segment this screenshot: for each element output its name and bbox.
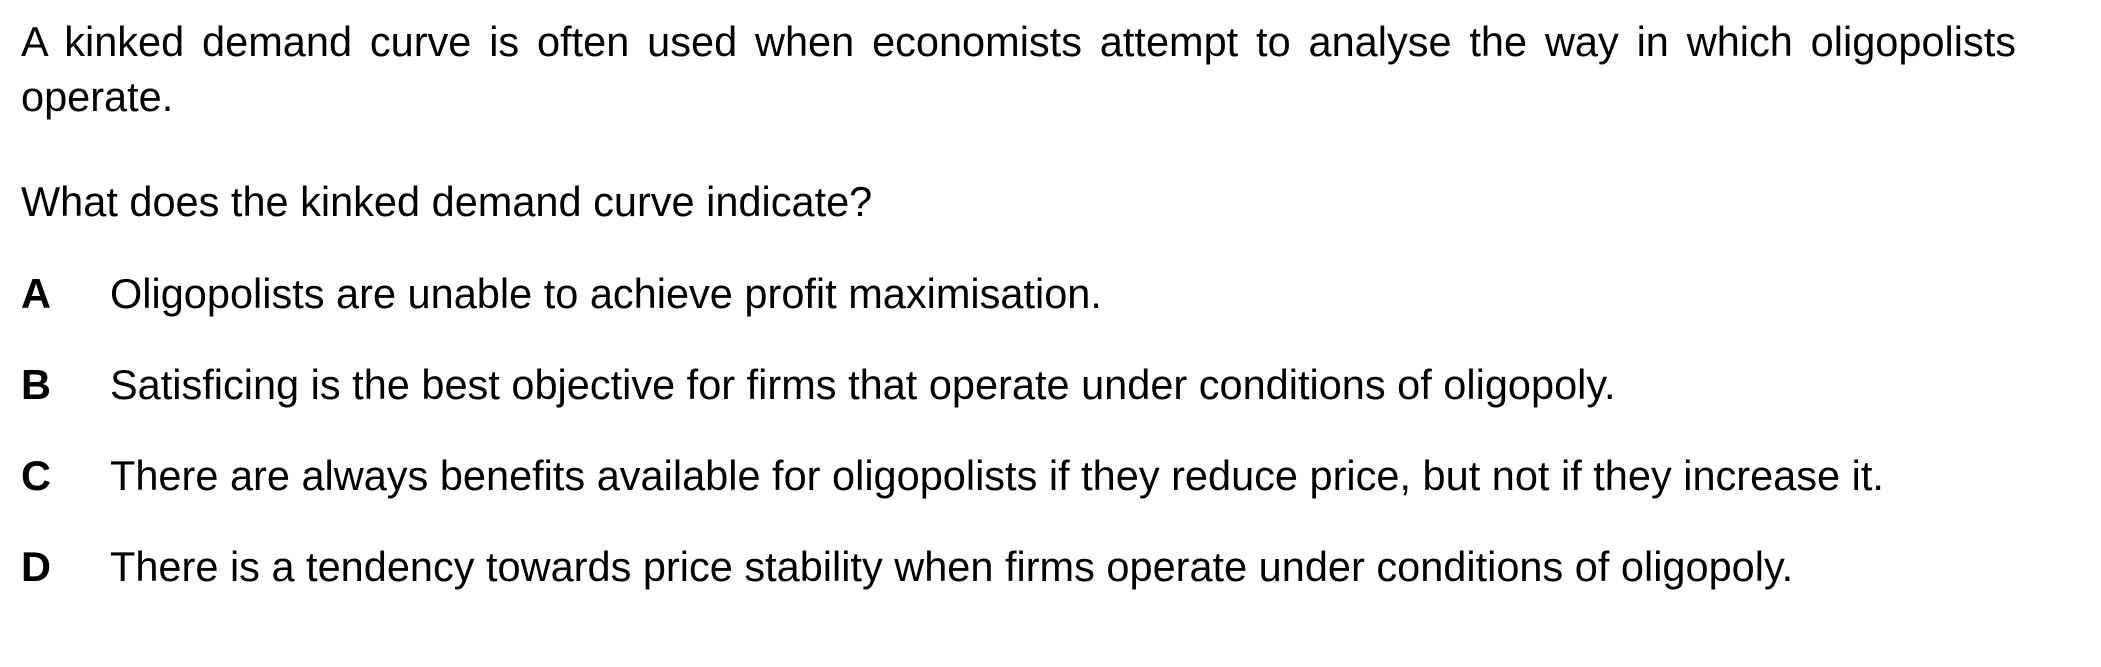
option-text: Oligopolists are unable to achieve profi… bbox=[110, 270, 1102, 317]
answer-options: A Oligopolists are unable to achieve pro… bbox=[21, 266, 2016, 594]
option-letter: D bbox=[21, 543, 51, 590]
option-a[interactable]: A Oligopolists are unable to achieve pro… bbox=[21, 266, 2016, 321]
question-stem: A kinked demand curve is often used when… bbox=[21, 18, 2016, 120]
option-text: Satisficing is the best objective for fi… bbox=[110, 361, 1616, 408]
question-prompt: What does the kinked demand curve indica… bbox=[21, 178, 873, 225]
option-c[interactable]: C There are always benefits available fo… bbox=[21, 448, 2016, 503]
option-letter: C bbox=[21, 452, 51, 499]
option-text: There are always benefits available for … bbox=[110, 452, 1884, 499]
option-d[interactable]: D There is a tendency towards price stab… bbox=[21, 539, 2016, 594]
option-text: There is a tendency towards price stabil… bbox=[110, 543, 1794, 590]
option-letter: A bbox=[21, 270, 51, 317]
option-letter: B bbox=[21, 361, 51, 408]
question-page: A kinked demand curve is often used when… bbox=[21, 14, 2016, 594]
option-b[interactable]: B Satisficing is the best objective for … bbox=[21, 357, 2016, 412]
